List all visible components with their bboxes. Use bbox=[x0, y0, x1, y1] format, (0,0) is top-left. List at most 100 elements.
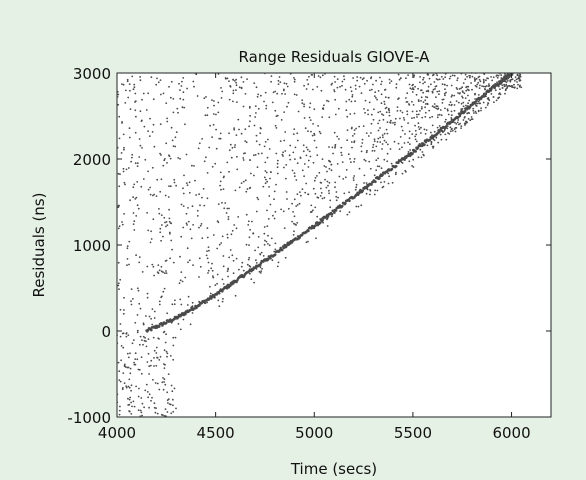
data-point bbox=[123, 181, 126, 184]
data-point bbox=[179, 298, 182, 301]
data-point bbox=[160, 296, 163, 299]
data-point bbox=[163, 378, 166, 381]
data-point bbox=[198, 300, 201, 303]
data-point bbox=[249, 114, 252, 117]
data-point bbox=[279, 140, 282, 143]
data-point bbox=[359, 76, 362, 79]
data-point bbox=[234, 294, 237, 297]
data-point bbox=[465, 89, 468, 92]
data-point bbox=[448, 103, 451, 106]
data-point bbox=[469, 106, 471, 108]
x-tick-label: 4000 bbox=[98, 424, 136, 442]
data-point bbox=[135, 115, 137, 118]
data-point bbox=[267, 138, 269, 141]
data-point bbox=[389, 148, 392, 150]
data-point bbox=[134, 100, 137, 102]
data-point bbox=[121, 221, 123, 223]
data-point bbox=[383, 103, 386, 105]
data-point bbox=[305, 182, 308, 185]
data-point bbox=[325, 186, 328, 189]
data-point bbox=[275, 127, 278, 129]
data-point bbox=[462, 91, 464, 93]
data-point bbox=[215, 147, 218, 150]
data-point bbox=[351, 135, 354, 137]
data-point bbox=[243, 152, 245, 155]
data-point bbox=[156, 412, 159, 415]
data-point bbox=[316, 86, 319, 88]
data-point bbox=[172, 358, 175, 361]
data-point bbox=[344, 176, 347, 179]
data-point bbox=[207, 269, 210, 272]
data-point bbox=[365, 132, 368, 135]
data-point bbox=[179, 279, 182, 282]
data-point bbox=[314, 206, 317, 209]
data-point bbox=[470, 118, 473, 121]
data-point bbox=[344, 88, 347, 91]
data-point bbox=[192, 224, 195, 226]
data-point bbox=[165, 321, 168, 325]
data-point bbox=[145, 345, 148, 348]
data-point bbox=[416, 116, 418, 118]
data-point bbox=[181, 106, 184, 109]
data-point bbox=[303, 117, 306, 119]
data-point bbox=[292, 133, 295, 136]
data-point bbox=[519, 84, 521, 87]
data-point bbox=[408, 103, 410, 105]
data-point bbox=[393, 140, 396, 143]
data-point bbox=[453, 74, 456, 77]
data-point bbox=[228, 149, 231, 152]
data-point bbox=[473, 77, 476, 79]
data-point bbox=[272, 91, 275, 94]
data-point bbox=[251, 220, 253, 223]
data-point bbox=[220, 242, 223, 244]
data-point bbox=[188, 259, 191, 262]
data-point bbox=[283, 227, 286, 230]
data-point bbox=[242, 105, 245, 108]
data-point bbox=[276, 265, 279, 268]
data-point bbox=[159, 123, 162, 126]
data-point bbox=[390, 167, 394, 171]
data-point bbox=[150, 359, 153, 362]
data-point bbox=[372, 118, 375, 121]
data-point bbox=[157, 325, 161, 328]
data-point bbox=[117, 103, 120, 106]
data-point bbox=[384, 107, 387, 110]
data-point bbox=[118, 409, 121, 412]
data-point bbox=[148, 406, 151, 409]
data-point bbox=[376, 165, 379, 168]
data-point bbox=[242, 269, 245, 272]
data-point bbox=[248, 105, 251, 108]
data-point bbox=[516, 73, 519, 76]
data-point bbox=[400, 125, 403, 128]
data-point bbox=[388, 78, 391, 81]
data-point bbox=[277, 159, 279, 162]
data-point bbox=[516, 87, 519, 90]
data-point bbox=[354, 84, 357, 87]
data-point bbox=[375, 169, 378, 172]
data-point bbox=[395, 165, 398, 168]
data-point bbox=[461, 95, 463, 98]
data-point bbox=[138, 343, 141, 346]
data-point bbox=[138, 138, 141, 140]
data-point bbox=[131, 342, 134, 345]
data-point bbox=[288, 154, 291, 157]
data-point bbox=[392, 122, 394, 124]
data-point bbox=[328, 189, 330, 192]
data-point bbox=[187, 295, 190, 298]
data-point bbox=[355, 186, 358, 189]
data-point bbox=[355, 183, 358, 186]
data-point bbox=[487, 98, 490, 101]
data-point bbox=[478, 78, 481, 81]
data-point bbox=[270, 171, 272, 174]
data-point bbox=[196, 215, 199, 217]
data-point bbox=[369, 189, 371, 191]
data-point bbox=[360, 204, 363, 207]
data-point bbox=[163, 330, 166, 333]
data-point bbox=[179, 157, 181, 160]
data-point bbox=[353, 129, 356, 132]
data-point bbox=[437, 78, 439, 81]
data-point bbox=[156, 271, 159, 273]
data-point bbox=[222, 176, 225, 179]
data-point bbox=[244, 140, 247, 143]
data-point bbox=[469, 119, 472, 122]
